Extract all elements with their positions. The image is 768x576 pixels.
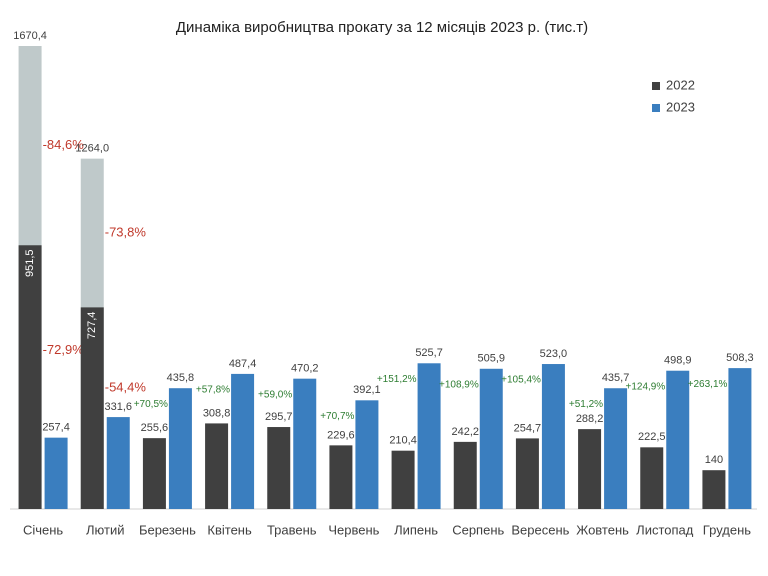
- bar: [293, 378, 317, 509]
- bar: [329, 445, 353, 509]
- value-label: 525,7: [415, 347, 443, 359]
- x-tick-label: Січень: [23, 522, 63, 537]
- change-label: +108,9%: [439, 379, 479, 390]
- x-tick-label: Грудень: [703, 522, 751, 537]
- bar: [666, 370, 690, 509]
- reference-label: 1670,4: [13, 30, 47, 42]
- value-label: 392,1: [353, 384, 381, 396]
- x-tick-label: Жовтень: [576, 522, 629, 537]
- change-label: +263,1%: [688, 379, 728, 390]
- bar: [205, 423, 229, 509]
- bar: [578, 429, 602, 509]
- change-label: +124,9%: [625, 381, 665, 392]
- chart-title: Динаміка виробництва прокату за 12 місяц…: [176, 19, 588, 36]
- value-label: 242,2: [451, 426, 479, 438]
- x-tick-label: Серпень: [452, 522, 504, 537]
- bar: [604, 388, 628, 509]
- value-label: 523,0: [540, 348, 568, 360]
- value-label: 255,6: [141, 422, 169, 434]
- change-label: -72,9%: [43, 342, 85, 357]
- value-label: 487,4: [229, 358, 257, 370]
- legend-swatch: [652, 104, 660, 112]
- x-tick-label: Листопад: [636, 522, 694, 537]
- x-tick-label: Вересень: [511, 522, 569, 537]
- reference-label: 1264,0: [75, 143, 109, 155]
- value-label: 505,9: [477, 353, 505, 365]
- value-label: 470,2: [291, 363, 319, 375]
- legend-label: 2022: [666, 77, 695, 92]
- value-label: 508,3: [726, 352, 754, 364]
- bar: [18, 245, 42, 509]
- bar: [702, 470, 726, 509]
- value-label: 435,7: [602, 372, 630, 384]
- change-label: +51,2%: [569, 399, 603, 410]
- value-label: 210,4: [389, 435, 417, 447]
- bar: [541, 364, 565, 509]
- value-label: 331,6: [104, 401, 132, 413]
- x-tick-label: Липень: [394, 522, 438, 537]
- bar: [142, 438, 166, 509]
- change-label: +151,2%: [377, 374, 417, 385]
- bar: [640, 447, 664, 509]
- change-label: +57,8%: [196, 385, 230, 396]
- value-label: 254,7: [514, 422, 542, 434]
- value-label: 229,6: [327, 429, 355, 441]
- x-tick-label: Червень: [328, 522, 379, 537]
- value-label: 951,5: [24, 249, 36, 277]
- bar: [391, 450, 415, 509]
- bar: [515, 438, 539, 509]
- change-label: -54,4%: [105, 379, 147, 394]
- bar: [168, 388, 192, 509]
- change-label: -84,6%: [43, 137, 85, 152]
- value-label: 727,4: [86, 312, 98, 340]
- value-label: 295,7: [265, 411, 293, 423]
- value-label: 222,5: [638, 431, 666, 443]
- x-tick-label: Березень: [139, 522, 196, 537]
- x-tick-label: Лютий: [86, 522, 124, 537]
- change-label: +70,7%: [320, 411, 354, 422]
- bar: [106, 417, 130, 509]
- change-label: +105,4%: [501, 375, 541, 386]
- value-label: 498,9: [664, 355, 692, 367]
- bar: [453, 441, 477, 509]
- bar: [479, 368, 503, 509]
- change-label: -73,8%: [105, 224, 147, 239]
- bar: [267, 427, 291, 509]
- bar: [44, 437, 68, 509]
- value-label: 288,2: [576, 413, 604, 425]
- bar: [355, 400, 379, 509]
- bar: [231, 373, 255, 509]
- value-label: 308,8: [203, 407, 231, 419]
- bar: [417, 363, 441, 509]
- change-label: +59,0%: [258, 389, 292, 400]
- value-label: 257,4: [42, 422, 70, 434]
- x-tick-label: Травень: [267, 522, 317, 537]
- bar: [80, 307, 104, 509]
- bar: [728, 368, 752, 509]
- change-label: +70,5%: [134, 399, 168, 410]
- x-tick-label: Квітень: [207, 522, 252, 537]
- legend-swatch: [652, 82, 660, 90]
- value-label: 435,8: [167, 372, 195, 384]
- value-label: 140: [705, 454, 723, 466]
- legend-label: 2023: [666, 99, 695, 114]
